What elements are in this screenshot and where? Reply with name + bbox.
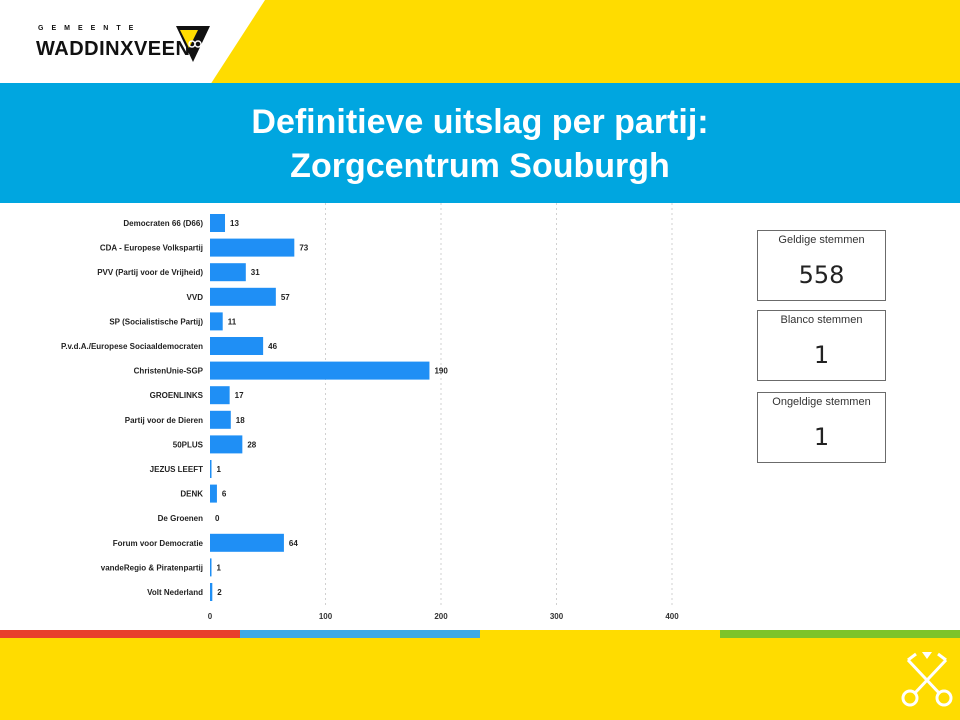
category-label: P.v.d.A./Europese Sociaaldemocraten (61, 342, 203, 351)
data-label: 31 (251, 268, 260, 277)
color-strip (0, 630, 960, 638)
data-label: 0 (215, 514, 220, 523)
strip-green (720, 630, 960, 638)
kpi-card-invalid: Ongeldige stemmen 1 (757, 392, 886, 463)
bar (210, 312, 223, 331)
category-label: CDA - Europese Volkspartij (100, 244, 203, 253)
data-label: 46 (268, 342, 277, 351)
category-label: Volt Nederland (147, 588, 203, 597)
logo-super-text: GEMEENTE (38, 25, 142, 32)
data-label: 6 (222, 490, 227, 499)
x-tick-label: 400 (665, 612, 679, 621)
bar (210, 558, 212, 577)
header-yellow-shape (210, 0, 960, 85)
data-label: 2 (217, 588, 222, 597)
footer-band (0, 638, 960, 720)
results-bar-chart: 0100200300400500600Democraten 66 (D66)13… (61, 203, 679, 621)
category-label: Forum voor Democratie (113, 539, 204, 548)
data-label: 64 (289, 539, 298, 548)
title-band: Definitieve uitslag per partij: Zorgcent… (0, 83, 960, 203)
bar (210, 263, 246, 282)
kpi-label-blank: Blanco stemmen (780, 314, 863, 326)
x-tick-label: 100 (319, 612, 333, 621)
data-label: 13 (230, 219, 239, 228)
data-label: 1 (217, 465, 222, 474)
bar (210, 361, 430, 380)
bar (210, 238, 295, 257)
bar (210, 460, 212, 478)
bar-layer (210, 214, 430, 601)
category-label: DENK (180, 490, 203, 499)
kpi-value-blank: 1 (813, 341, 830, 369)
header-background (210, 0, 960, 85)
x-tick-label: 200 (434, 612, 448, 621)
kpi-label-invalid: Ongeldige stemmen (772, 396, 871, 408)
kpi-value-valid: 558 (798, 261, 845, 289)
category-label: 50PLUS (173, 440, 204, 449)
logo-emblem-icon (176, 26, 210, 62)
x-tick-label: 300 (550, 612, 564, 621)
strip-red (0, 630, 240, 638)
kpi-label-valid: Geldige stemmen (778, 234, 865, 246)
kpi-value-invalid: 1 (813, 423, 830, 451)
data-label: 11 (228, 317, 237, 326)
bar (210, 484, 217, 503)
category-label: PVV (Partij voor de Vrijheid) (97, 268, 203, 277)
kpi-card-blank: Blanco stemmen 1 (757, 310, 886, 381)
data-label: 28 (247, 440, 256, 449)
logo-name: WADDINXVEEN (36, 38, 191, 60)
bar (210, 533, 284, 552)
data-label: 1 (217, 563, 222, 572)
header-band (0, 0, 960, 85)
category-label: Partij voor de Dieren (125, 416, 203, 425)
kpi-card-valid: Geldige stemmen 558 (757, 230, 886, 301)
data-label: 73 (299, 244, 308, 253)
category-label: vandeRegio & Piratenpartij (101, 563, 203, 572)
category-label: De Groenen (158, 514, 203, 523)
category-label: GROENLINKS (150, 391, 204, 400)
bar (210, 214, 226, 232)
data-label: 18 (236, 416, 245, 425)
crossed-keys-icon (901, 652, 953, 707)
page-title-line1: Definitieve uitslag per partij: (251, 103, 709, 141)
bar (210, 410, 231, 429)
bar (210, 583, 213, 601)
bar (210, 337, 264, 355)
bar (210, 435, 243, 454)
category-label: VVD (187, 293, 204, 302)
data-label: 57 (281, 293, 290, 302)
strip-blue (240, 630, 480, 638)
data-label: 17 (235, 391, 244, 400)
bar (210, 287, 276, 306)
x-tick-label: 0 (208, 612, 213, 621)
label-layer: 0100200300400500600Democraten 66 (D66)13… (61, 219, 679, 621)
page-title-line2: Zorgcentrum Souburgh (290, 147, 670, 185)
category-label: JEZUS LEEFT (150, 465, 203, 474)
data-label: 190 (434, 367, 448, 376)
strip-yellow (480, 630, 720, 638)
bar (210, 386, 230, 405)
category-label: Democraten 66 (D66) (123, 219, 203, 228)
category-label: SP (Socialistische Partij) (109, 317, 203, 326)
category-label: ChristenUnie-SGP (134, 367, 204, 376)
grid-layer (325, 203, 673, 607)
